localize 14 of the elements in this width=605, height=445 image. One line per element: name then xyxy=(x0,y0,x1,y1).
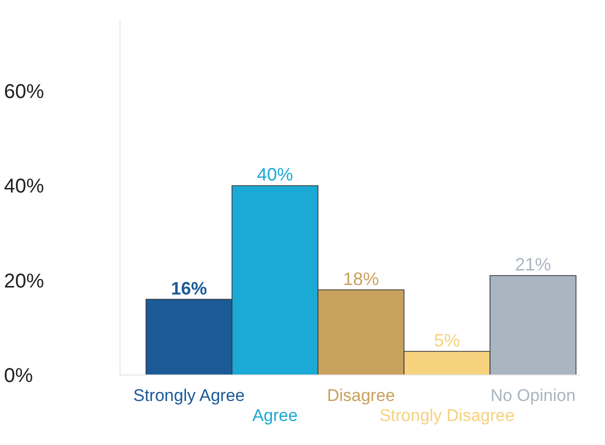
data-label: 18% xyxy=(342,268,380,289)
y-tick-label: 40% xyxy=(4,176,44,198)
x-tick-label: Agree xyxy=(252,406,298,425)
x-tick-label: No Opinion xyxy=(490,386,576,405)
x-tick-label: Strongly Agree xyxy=(133,386,245,405)
y-tick-label: 0% xyxy=(4,365,34,387)
y-tick-label: 60% xyxy=(4,81,44,103)
y-tick-label: 20% xyxy=(4,270,44,292)
data-label: 16% xyxy=(170,278,208,298)
data-label: 5% xyxy=(434,330,460,350)
data-label: 40% xyxy=(256,164,294,185)
data-label: 21% xyxy=(514,254,552,275)
x-tick-label: Disagree xyxy=(326,386,396,405)
x-tick-label: Strongly Disagree xyxy=(379,406,515,425)
